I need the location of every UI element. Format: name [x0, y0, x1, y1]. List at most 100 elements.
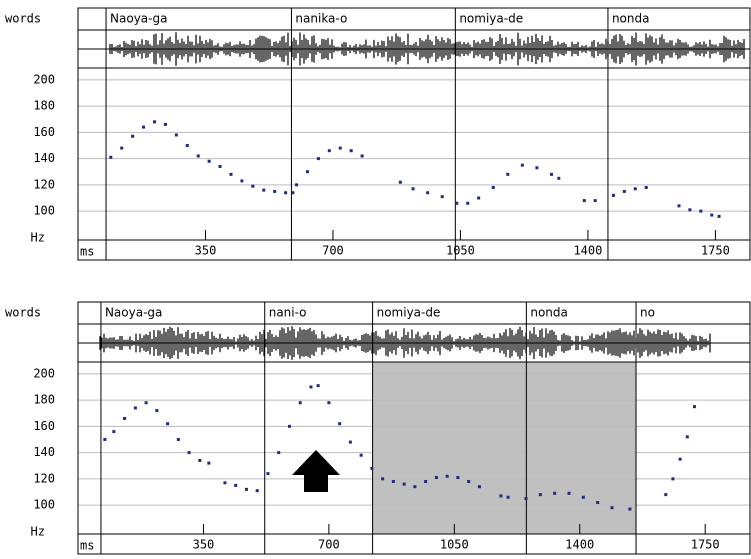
pitch-point	[538, 493, 542, 497]
pitch-point	[109, 155, 113, 159]
word-label: Naoya-ga	[110, 12, 167, 26]
pitch-point	[685, 435, 689, 439]
pitch-point	[218, 164, 222, 168]
pitch-point	[291, 191, 295, 195]
pitch-point	[176, 437, 180, 441]
y-tick-label: 200	[33, 72, 55, 86]
pitch-point	[360, 154, 364, 158]
y-tick-label: 140	[33, 151, 55, 165]
pitch-point	[610, 506, 614, 510]
pitch-point	[305, 170, 309, 174]
frame	[77, 533, 751, 555]
pitch-point	[557, 176, 561, 180]
y-axis-label: Hz	[31, 231, 45, 245]
y-tick-label: 180	[33, 99, 55, 113]
pitch-point	[349, 149, 353, 153]
pitch-point	[434, 476, 438, 480]
pitch-point	[664, 493, 668, 497]
pitch-point	[120, 146, 124, 150]
pitch-point	[338, 146, 342, 150]
pitch-point	[207, 461, 211, 465]
pitch-point	[327, 149, 331, 153]
y-tick-label: 180	[33, 393, 55, 407]
pitch-point	[391, 479, 395, 483]
pitch-point	[424, 479, 428, 483]
pitch-point	[287, 424, 291, 428]
words-label: words	[5, 306, 41, 320]
x-tick-label: 1050	[440, 538, 469, 552]
pitch-point	[678, 457, 682, 461]
pitch-point	[112, 430, 116, 434]
pitch-point	[244, 487, 248, 491]
pitch-point	[251, 184, 255, 188]
pitch-point	[699, 209, 703, 213]
pitch-point	[567, 491, 571, 495]
pitch-point	[477, 485, 481, 489]
pitch-point	[717, 214, 721, 218]
pitch-point	[295, 183, 299, 187]
pitch-point	[506, 495, 510, 499]
pitch-point	[277, 451, 281, 455]
pitch-point	[174, 133, 178, 137]
word-label: Naoya-ga	[105, 306, 162, 320]
pitch-point	[338, 422, 342, 426]
pitch-point	[477, 196, 481, 200]
x-axis-label: ms	[80, 539, 94, 553]
y-tick-label: 200	[33, 366, 55, 380]
pitch-point	[671, 477, 675, 481]
pitch-point	[273, 189, 277, 193]
pitch-point	[187, 451, 191, 455]
panel: 100 120 140 160 180 200 Hz words Naoya-ga nanika-…	[5, 7, 751, 261]
pitch-point	[166, 422, 170, 426]
pitch-point	[123, 416, 127, 420]
pitch-point	[633, 187, 637, 191]
y-tick-label: 100	[33, 204, 55, 218]
shaded-region	[372, 362, 527, 534]
pitch-point	[185, 143, 189, 147]
pitch-point	[553, 491, 557, 495]
word-label: nomiya-de	[459, 12, 523, 26]
pitch-point	[266, 472, 270, 476]
x-tick-label: 350	[193, 538, 215, 552]
pitch-point	[644, 185, 648, 189]
arrow	[292, 450, 340, 492]
pitch-point	[402, 482, 406, 486]
pitch-point	[155, 409, 159, 413]
pitch-point	[370, 466, 374, 470]
word-label: nanika-o	[295, 12, 347, 26]
pitch-point	[284, 191, 288, 195]
pitch-point	[163, 122, 167, 126]
x-tick-label: 1400	[573, 244, 602, 258]
pitch-point	[455, 201, 459, 205]
pitch-point	[456, 476, 460, 480]
pitch-point	[142, 125, 146, 129]
pitch-point	[467, 479, 471, 483]
pitch-point	[381, 477, 385, 481]
y-tick-label: 140	[33, 445, 55, 459]
pitch-point	[255, 489, 259, 493]
words-label: words	[5, 12, 41, 26]
pitch-point	[535, 166, 539, 170]
pitch-point	[466, 201, 470, 205]
pitch-point	[520, 163, 524, 167]
x-tick-label: 1750	[701, 244, 730, 258]
word-label: no	[640, 306, 655, 320]
frame	[77, 67, 751, 241]
pitch-point	[411, 187, 415, 191]
pitch-point	[692, 405, 696, 409]
pitch-point	[398, 180, 402, 184]
y-tick-label: 160	[33, 125, 55, 139]
pitch-point	[309, 385, 313, 389]
pitch-point	[131, 134, 135, 138]
pitch-point	[207, 159, 211, 163]
pitch-point	[316, 157, 320, 161]
pitch-point	[440, 195, 444, 199]
pitch-point	[144, 401, 148, 405]
pitch-point	[223, 481, 227, 485]
pitch-point	[348, 440, 352, 444]
pitch-point	[622, 189, 626, 193]
x-axis-label: ms	[80, 245, 94, 259]
x-tick-label: 700	[322, 244, 344, 258]
pitch-point	[298, 401, 302, 405]
